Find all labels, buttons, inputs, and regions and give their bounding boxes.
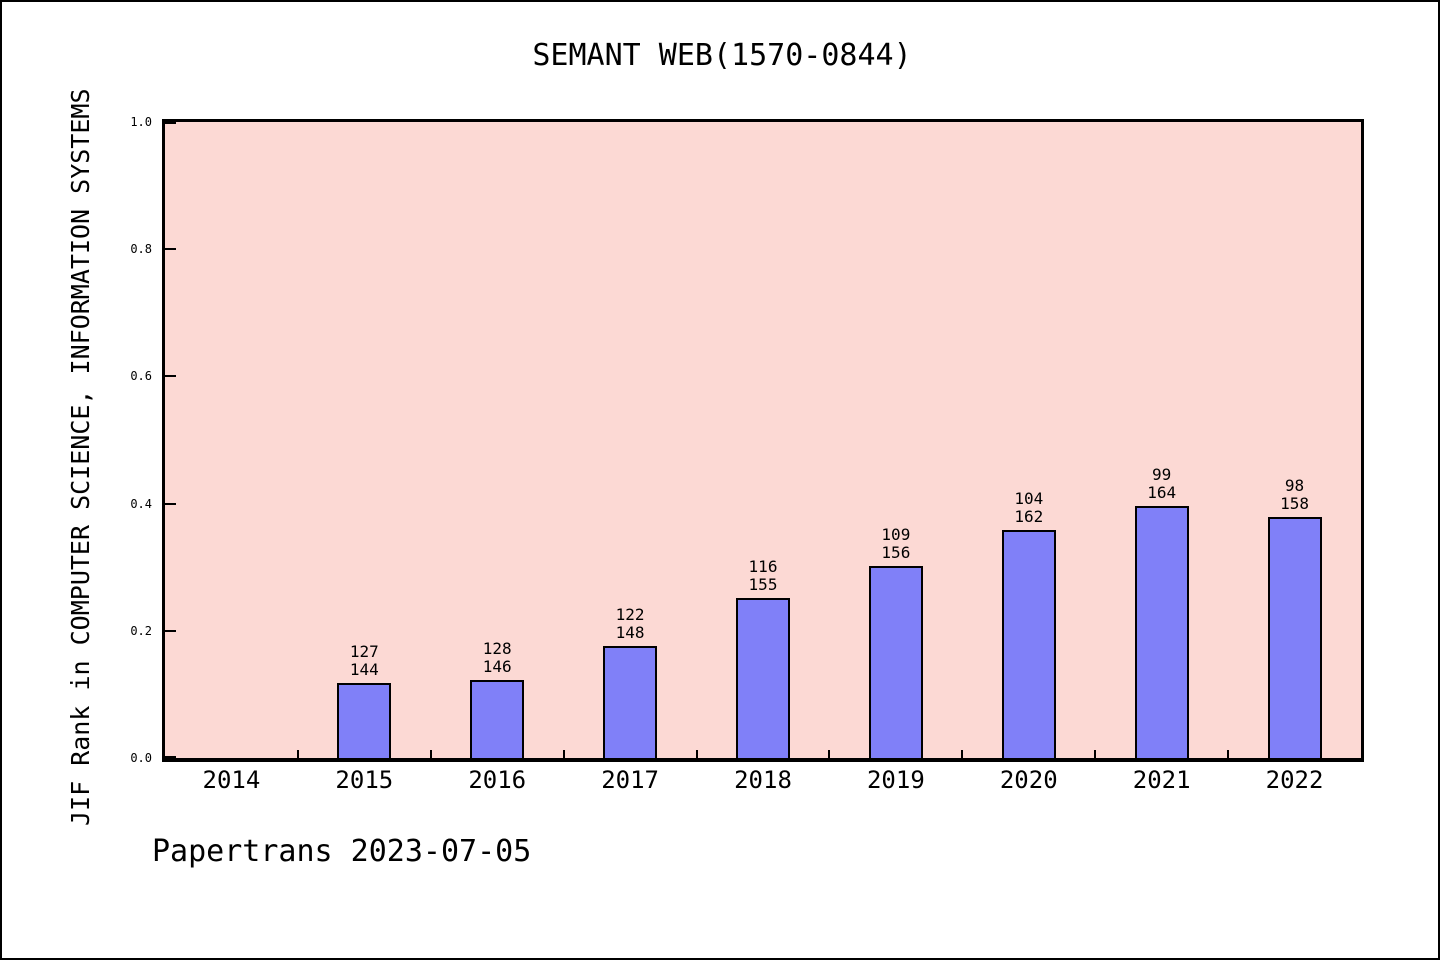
bar-2016 xyxy=(470,680,524,758)
watermark-text: Papertrans 2023-07-05 xyxy=(152,834,532,869)
bar-2017 xyxy=(603,646,657,758)
y-tick-label: 0.2 xyxy=(130,624,152,638)
x-axis-year-label: 2022 xyxy=(1265,766,1324,794)
bar-value-label: 127 144 xyxy=(349,642,379,679)
y-tick-mark xyxy=(165,630,176,632)
y-tick-label: 1.0 xyxy=(130,115,152,129)
bar-value-label: 98 158 xyxy=(1280,476,1309,513)
x-tick-mark xyxy=(430,750,432,758)
bar-value-label: 104 162 xyxy=(1014,489,1044,526)
plot-area: 0.0 0.2 0.4 0.6 0.8 1.0 2014 2015 127 144 2016 128… xyxy=(130,115,1364,793)
x-tick-mark xyxy=(696,750,698,758)
y-axis-label: JIF Rank in COMPUTER SCIENCE, INFORMATIO… xyxy=(66,88,95,826)
y-tick-label: 0.6 xyxy=(130,369,152,383)
bar-value-label: 116 155 xyxy=(748,557,778,594)
x-axis-year-label: 2020 xyxy=(999,766,1058,794)
x-axis-year-label: 2015 xyxy=(335,766,394,794)
x-axis-year-label: 2019 xyxy=(866,766,925,794)
y-tick-mark xyxy=(165,756,176,758)
y-tick-mark xyxy=(165,122,176,124)
x-axis-year-label: 2018 xyxy=(734,766,792,794)
bar-2022 xyxy=(1268,517,1322,758)
bar-value-label: 128 146 xyxy=(482,639,512,676)
x-axis-year-label: 2016 xyxy=(468,766,527,794)
y-tick-label: 0.8 xyxy=(130,242,152,256)
bar-2015 xyxy=(337,683,391,758)
y-tick-label: 0.0 xyxy=(130,751,152,765)
x-axis-year-label: 2021 xyxy=(1132,766,1191,794)
x-tick-mark xyxy=(297,750,299,758)
chart-title: SEMANT WEB(1570-0844) xyxy=(532,38,912,73)
bar-value-label: 99 164 xyxy=(1147,465,1177,502)
y-tick-label: 0.4 xyxy=(130,497,152,511)
bar-2020 xyxy=(1002,530,1056,758)
bar-value-label: 122 148 xyxy=(615,605,645,642)
y-tick-mark xyxy=(165,248,176,250)
x-tick-mark xyxy=(828,750,830,758)
bar-2018 xyxy=(736,598,790,758)
x-tick-mark xyxy=(1227,750,1229,758)
bar-value-label: 109 156 xyxy=(881,525,911,562)
y-tick-mark xyxy=(165,375,176,377)
x-tick-mark xyxy=(1094,750,1096,758)
x-tick-mark xyxy=(563,750,565,758)
bar-2019 xyxy=(869,566,923,758)
x-axis-year-label: 2014 xyxy=(202,766,261,794)
x-tick-mark xyxy=(961,750,963,758)
bar-2021 xyxy=(1135,506,1189,758)
x-axis-year-label: 2017 xyxy=(601,766,659,794)
y-tick-mark xyxy=(165,503,176,505)
